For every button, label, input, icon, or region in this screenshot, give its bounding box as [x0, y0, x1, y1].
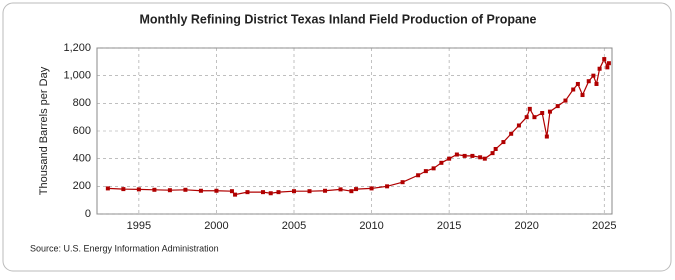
x-tick-label: 2005 [282, 220, 306, 232]
data-point [575, 81, 580, 86]
data-point [229, 189, 234, 194]
data-point [586, 79, 591, 84]
data-point [605, 65, 610, 70]
x-tick-label: 2025 [592, 220, 616, 232]
data-point [555, 104, 560, 109]
data-point [152, 187, 157, 192]
data-point [121, 187, 126, 192]
data-point [385, 184, 390, 189]
data-point [594, 81, 599, 86]
data-point [233, 192, 238, 197]
data-point [571, 87, 576, 92]
data-point [369, 186, 374, 191]
data-point [400, 180, 405, 185]
data-point [563, 98, 568, 103]
data-point [349, 189, 354, 194]
data-point [493, 146, 498, 151]
data-point [416, 173, 421, 178]
data-point [292, 189, 297, 194]
data-point [509, 131, 514, 136]
data-point [167, 188, 172, 193]
data-point [338, 187, 343, 192]
data-point [580, 93, 585, 98]
y-tick-label: 600 [73, 125, 91, 137]
data-point [447, 156, 452, 161]
data-point [597, 66, 602, 71]
y-axis-label: Thousand Barrels per Day [38, 66, 50, 195]
y-tick-label: 800 [73, 97, 91, 109]
y-tick-label: 400 [73, 153, 91, 165]
data-point [245, 190, 250, 195]
data-point [524, 115, 529, 120]
data-point [547, 109, 552, 114]
source: Source: U.S. Energy Information Administ… [30, 243, 219, 253]
data-point [423, 169, 428, 174]
data-point [431, 166, 436, 171]
data-point [462, 153, 467, 158]
data-point [516, 123, 521, 128]
x-tick-label: 2015 [437, 220, 461, 232]
data-point [136, 187, 141, 192]
data-point [439, 160, 444, 165]
data-point [276, 190, 281, 195]
data-point [482, 156, 487, 161]
data-point [268, 191, 273, 196]
data-point [323, 188, 328, 193]
chart-title: Monthly Refining District Texas Inland F… [139, 12, 536, 26]
x-tick-label: 2000 [204, 220, 228, 232]
x-tick-label: 1995 [127, 220, 151, 232]
y-tick-label: 1,200 [63, 42, 91, 54]
data-point [606, 61, 611, 66]
data-point [478, 155, 483, 160]
data-point [105, 186, 110, 191]
data-point [602, 57, 607, 62]
data-point [544, 134, 549, 139]
data-point [540, 111, 545, 116]
data-point [260, 190, 265, 195]
data-point [532, 115, 537, 120]
data-point [454, 152, 459, 157]
y-tick-label: 0 [85, 208, 91, 220]
data-point [591, 73, 596, 78]
data-point [527, 106, 532, 111]
data-point [214, 188, 219, 193]
data-point [198, 188, 203, 193]
data-point [354, 187, 359, 192]
data-point [490, 151, 495, 156]
y-tick-label: 1,000 [63, 70, 91, 82]
data-point [470, 153, 475, 158]
data-point [183, 187, 188, 192]
x-tick-label: 2020 [514, 220, 538, 232]
x-tick-label: 2010 [359, 220, 383, 232]
data-point [307, 189, 312, 194]
y-tick-label: 200 [73, 180, 91, 192]
data-point [501, 140, 506, 145]
